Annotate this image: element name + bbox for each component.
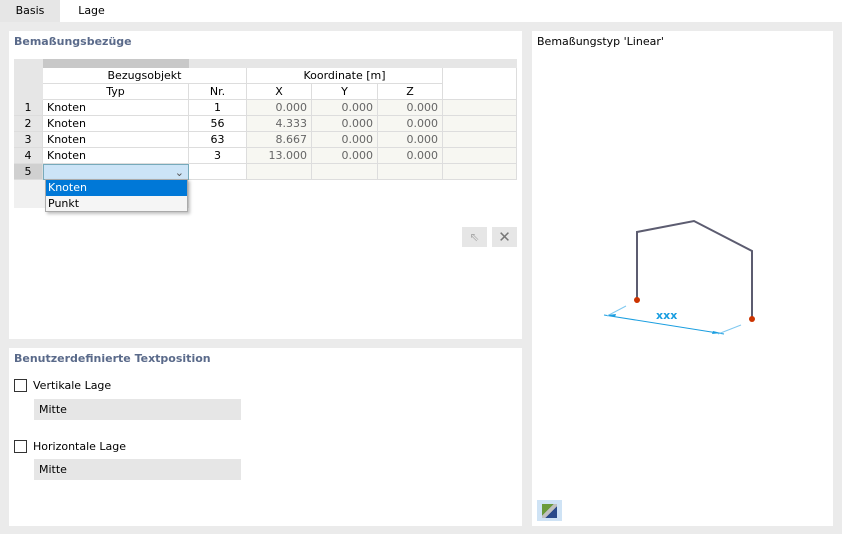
cell-x[interactable] bbox=[247, 164, 312, 180]
cell-extra[interactable] bbox=[443, 132, 517, 148]
chevron-down-icon: ⌄ bbox=[174, 166, 184, 179]
cell-z[interactable]: 0.000 bbox=[378, 116, 443, 132]
cell-n: 1 bbox=[14, 100, 43, 116]
header-extra bbox=[443, 68, 517, 100]
preview-panel bbox=[532, 31, 833, 526]
horizontal-position-checkbox[interactable] bbox=[14, 440, 27, 453]
vertical-position-select[interactable]: Mitte bbox=[34, 399, 241, 420]
cell-extra[interactable] bbox=[443, 116, 517, 132]
text-position-panel bbox=[9, 348, 522, 526]
header-y: Y bbox=[312, 84, 378, 100]
cell-nr[interactable]: 1 bbox=[189, 100, 247, 116]
text-position-title: Benutzerdefinierte Textposition bbox=[14, 352, 211, 365]
cell-n: 5 bbox=[14, 164, 43, 180]
table-top-strip bbox=[14, 59, 517, 68]
references-title: Bemaßungsbezüge bbox=[14, 35, 132, 48]
cell-y[interactable] bbox=[312, 164, 378, 180]
cell-n: 2 bbox=[14, 116, 43, 132]
cell-z[interactable]: 0.000 bbox=[378, 148, 443, 164]
header-koordinate: Koordinate [m] bbox=[247, 68, 443, 84]
extension-line-start bbox=[606, 305, 627, 317]
cell-n: 4 bbox=[14, 148, 43, 164]
dimension-label: xxx bbox=[656, 309, 677, 322]
render-view-icon bbox=[542, 503, 557, 518]
cell-n: 3 bbox=[14, 132, 43, 148]
arrow-end bbox=[712, 331, 721, 334]
horizontal-position-select[interactable]: Mitte bbox=[34, 459, 241, 480]
cell-nr[interactable] bbox=[189, 164, 247, 180]
header-typ: Typ bbox=[43, 84, 189, 100]
tab-basis[interactable]: Basis bbox=[0, 0, 60, 22]
dropdown-option-punkt[interactable]: Punkt bbox=[48, 197, 80, 210]
cell-z[interactable]: 0.000 bbox=[378, 132, 443, 148]
cell-typ[interactable]: Knoten bbox=[43, 148, 189, 164]
cell-typ[interactable]: Knoten bbox=[43, 116, 189, 132]
corner-cell bbox=[14, 68, 43, 100]
cell-x[interactable]: 4.333 bbox=[247, 116, 312, 132]
dropdown-option-knoten[interactable]: Knoten bbox=[46, 180, 187, 196]
header-nr: Nr. bbox=[189, 84, 247, 100]
horizontal-position-label: Horizontale Lage bbox=[33, 440, 127, 453]
delete-row-button[interactable]: ✕ bbox=[492, 227, 517, 247]
dimension-line bbox=[603, 314, 725, 335]
preview-title: Bemaßungstyp 'Linear' bbox=[537, 35, 664, 48]
cell-nr[interactable]: 56 bbox=[189, 116, 247, 132]
header-x: X bbox=[247, 84, 312, 100]
cell-y[interactable]: 0.000 bbox=[312, 100, 378, 116]
cursor-pick-icon: ⇖ bbox=[469, 230, 480, 244]
cell-y[interactable]: 0.000 bbox=[312, 132, 378, 148]
column-resize-handle[interactable] bbox=[43, 59, 189, 68]
cell-nr[interactable]: 3 bbox=[189, 148, 247, 164]
cell-z[interactable] bbox=[378, 164, 443, 180]
cell-extra[interactable] bbox=[443, 100, 517, 116]
cell-typ[interactable]: Knoten bbox=[43, 132, 189, 148]
cell-x[interactable]: 0.000 bbox=[247, 100, 312, 116]
vertical-position-label: Vertikale Lage bbox=[33, 379, 112, 392]
node-start bbox=[634, 297, 640, 303]
cell-extra[interactable] bbox=[443, 148, 517, 164]
cell-z[interactable]: 0.000 bbox=[378, 100, 443, 116]
header-bezugsobjekt: Bezugsobjekt bbox=[43, 68, 247, 84]
arrow-start bbox=[608, 314, 616, 317]
close-icon: ✕ bbox=[498, 228, 511, 246]
cell-y[interactable]: 0.000 bbox=[312, 148, 378, 164]
typ-dropdown-list: Knoten Punkt bbox=[45, 179, 188, 212]
cell-y[interactable]: 0.000 bbox=[312, 116, 378, 132]
cell-nr[interactable]: 63 bbox=[189, 132, 247, 148]
extension-line-end bbox=[717, 324, 742, 335]
frame-structure bbox=[636, 219, 753, 319]
pick-object-button[interactable]: ⇖ bbox=[462, 227, 487, 247]
node-end bbox=[749, 316, 755, 322]
tab-bar bbox=[0, 0, 842, 22]
view-options-button[interactable] bbox=[537, 500, 562, 521]
tab-lage[interactable]: Lage bbox=[60, 0, 123, 22]
cell-extra[interactable] bbox=[443, 164, 517, 180]
vertical-position-checkbox[interactable] bbox=[14, 379, 27, 392]
cell-typ[interactable]: Knoten bbox=[43, 100, 189, 116]
header-z: Z bbox=[378, 84, 443, 100]
cell-x[interactable]: 8.667 bbox=[247, 132, 312, 148]
cell-x[interactable]: 13.000 bbox=[247, 148, 312, 164]
